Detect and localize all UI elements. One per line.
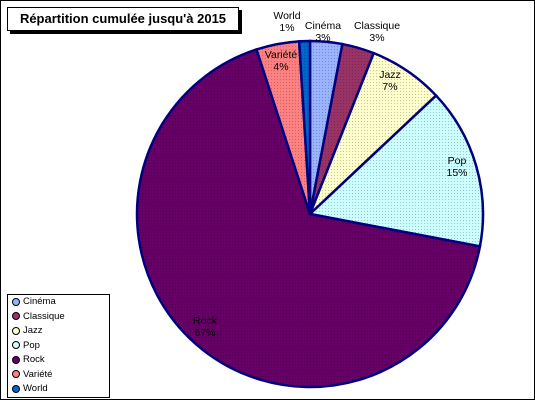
legend-label: Jazz — [23, 325, 43, 336]
slice-label-name: World — [273, 10, 300, 22]
legend-item: Rock — [12, 354, 45, 367]
slice-label-name: Cinéma — [305, 20, 341, 32]
legend-label: Rock — [23, 354, 45, 365]
slice-label-name: Pop — [448, 155, 467, 167]
legend-item: Pop — [12, 340, 40, 353]
slice-label-name: Classique — [354, 20, 400, 32]
chart-title: Répartition cumulée jusqu'à 2015 — [19, 11, 227, 26]
legend-swatch — [12, 355, 20, 364]
slice-label-value: 4% — [273, 61, 288, 73]
legend-label: World — [23, 383, 48, 394]
legend-item: Jazz — [12, 325, 43, 338]
legend: Cinéma Classique Jazz Pop Rock Variété World — [7, 294, 110, 398]
slice-label-value: 1% — [279, 22, 294, 34]
legend-item: Classique — [12, 311, 65, 324]
slice-label-name: Jazz — [379, 69, 401, 81]
pie-slice-texture — [299, 41, 310, 214]
slice-label-value: 15% — [446, 167, 467, 179]
pie-slice-texture — [310, 95, 484, 247]
legend-swatch — [12, 370, 20, 378]
legend-label: Cinéma — [23, 296, 56, 307]
legend-item: Variété — [12, 369, 52, 382]
legend-swatch — [12, 297, 20, 306]
legend-swatch — [12, 312, 20, 320]
slice-label-name: Rock — [193, 315, 218, 327]
legend-item: Cinéma — [12, 296, 56, 309]
chart-title-box: Répartition cumulée jusqu'à 2015 — [7, 7, 239, 31]
slice-label-value: 3% — [315, 32, 330, 44]
pie-slice-texture — [256, 41, 310, 215]
pie-slice-texture — [310, 53, 437, 215]
slice-label-value: 67% — [194, 327, 215, 339]
legend-label: Classique — [23, 310, 65, 322]
pie-slice-texture — [137, 49, 480, 388]
legend-item: World — [12, 383, 48, 396]
legend-swatch — [12, 326, 20, 335]
legend-swatch — [12, 341, 20, 349]
legend-swatch — [12, 384, 20, 393]
slice-label-value: 7% — [382, 81, 397, 93]
slice-label-name: Variété — [265, 49, 298, 61]
legend-label: Variété — [23, 368, 53, 380]
legend-label: Pop — [23, 339, 40, 351]
slice-label-value: 3% — [369, 32, 384, 44]
